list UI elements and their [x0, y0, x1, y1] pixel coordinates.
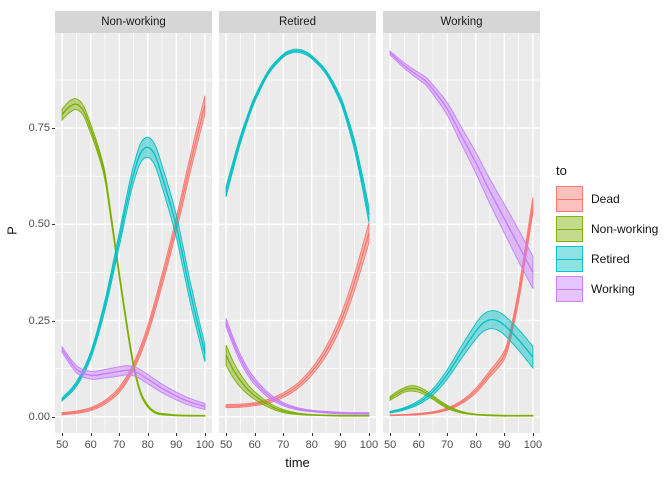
- legend-key-swatch: [556, 216, 583, 242]
- legend-key-line: [557, 259, 582, 260]
- x-tick-mark: [340, 433, 342, 436]
- legend-entry-dead: Dead: [552, 186, 667, 212]
- y-tick-label: 0.75: [28, 122, 50, 135]
- y-tick-mark: [52, 416, 55, 418]
- x-tick-mark: [176, 433, 178, 436]
- legend-label: Working: [591, 282, 635, 296]
- x-tick-mark: [147, 433, 149, 436]
- x-axis-title: time: [285, 455, 310, 470]
- ribbon-working: [389, 50, 534, 289]
- legend-entry-non-working: Non-working: [552, 216, 667, 242]
- x-tick-label: 50: [55, 439, 69, 451]
- x-tick-mark: [226, 433, 228, 436]
- x-tick-label: 60: [412, 439, 425, 451]
- x-tick-mark: [390, 433, 392, 436]
- legend-key-swatch: [556, 246, 583, 272]
- ribbon-retired: [389, 310, 534, 414]
- x-tick-mark: [368, 433, 370, 436]
- x-tick-label: 50: [383, 439, 397, 451]
- x-tick-mark: [204, 433, 206, 436]
- x-tick-label: 100: [195, 439, 215, 451]
- x-tick-mark: [119, 433, 121, 436]
- line-working: [225, 322, 369, 415]
- x-tick-label: 90: [170, 439, 183, 451]
- facet-strip-non-working: Non-working: [55, 11, 212, 33]
- y-tick-label: 0.25: [28, 314, 50, 327]
- facet-strip-retired: Retired: [219, 11, 376, 33]
- line-retired: [225, 50, 370, 215]
- x-tick-label: 90: [498, 439, 511, 451]
- legend-label: Dead: [591, 192, 620, 206]
- line-non-working: [61, 103, 205, 417]
- panel-non-working: [55, 33, 212, 433]
- x-tick-mark: [447, 433, 449, 436]
- y-tick-mark: [52, 224, 55, 226]
- x-tick-mark: [418, 433, 420, 436]
- ribbon-dead: [61, 95, 206, 416]
- legend-key-line: [557, 289, 582, 290]
- x-tick-label: 50: [219, 439, 233, 451]
- x-tick-label: 90: [334, 439, 347, 451]
- y-tick-mark: [52, 128, 55, 130]
- x-tick-label: 100: [523, 439, 543, 451]
- legend-label: Retired: [591, 252, 630, 266]
- x-tick-mark: [504, 433, 506, 436]
- x-tick-mark: [254, 433, 256, 436]
- x-tick-label: 60: [84, 439, 97, 451]
- x-tick-mark: [90, 433, 92, 436]
- legend-key-swatch: [556, 276, 583, 302]
- y-tick-label: 0.50: [28, 218, 50, 231]
- line-working: [61, 349, 206, 408]
- x-tick-label: 60: [248, 439, 261, 451]
- x-tick-label: 80: [305, 439, 318, 451]
- x-tick-label: 80: [141, 439, 154, 451]
- ribbon-retired: [61, 136, 206, 403]
- x-tick-mark: [62, 433, 64, 436]
- facet-strip-working: Working: [383, 11, 540, 33]
- x-tick-label: 70: [441, 439, 454, 451]
- legend-entry-working: Working: [552, 276, 667, 302]
- ribbon-working: [61, 345, 206, 411]
- legend-title: to: [556, 163, 567, 178]
- x-tick-label: 100: [359, 439, 379, 451]
- x-tick-label: 80: [469, 439, 482, 451]
- panel-working: [383, 33, 540, 433]
- legend-label: Non-working: [591, 222, 659, 236]
- legend-entries: Dead Non-working Retired Working: [552, 186, 667, 302]
- line-non-working: [225, 354, 369, 417]
- line-non-working: [389, 387, 533, 417]
- legend: to Dead Non-working Retired Working: [552, 163, 667, 306]
- legend-key-line: [557, 229, 582, 230]
- line-dead: [390, 204, 534, 416]
- panel-retired: [219, 33, 376, 433]
- line-dead: [226, 232, 370, 407]
- line-retired: [389, 318, 534, 413]
- x-tick-mark: [532, 433, 534, 436]
- x-tick-label: 70: [277, 439, 290, 451]
- ribbon-retired: [225, 48, 370, 223]
- ribbon-working: [225, 318, 370, 415]
- y-tick-mark: [52, 320, 55, 322]
- line-working: [389, 52, 534, 273]
- x-tick-mark: [311, 433, 313, 436]
- legend-key-swatch: [556, 186, 583, 212]
- line-retired: [61, 146, 206, 400]
- x-tick-mark: [475, 433, 477, 436]
- legend-key-line: [557, 199, 582, 200]
- legend-entry-retired: Retired: [552, 246, 667, 272]
- x-tick-label: 70: [113, 439, 126, 451]
- y-tick-label: 0.00: [28, 410, 50, 423]
- x-tick-mark: [283, 433, 285, 436]
